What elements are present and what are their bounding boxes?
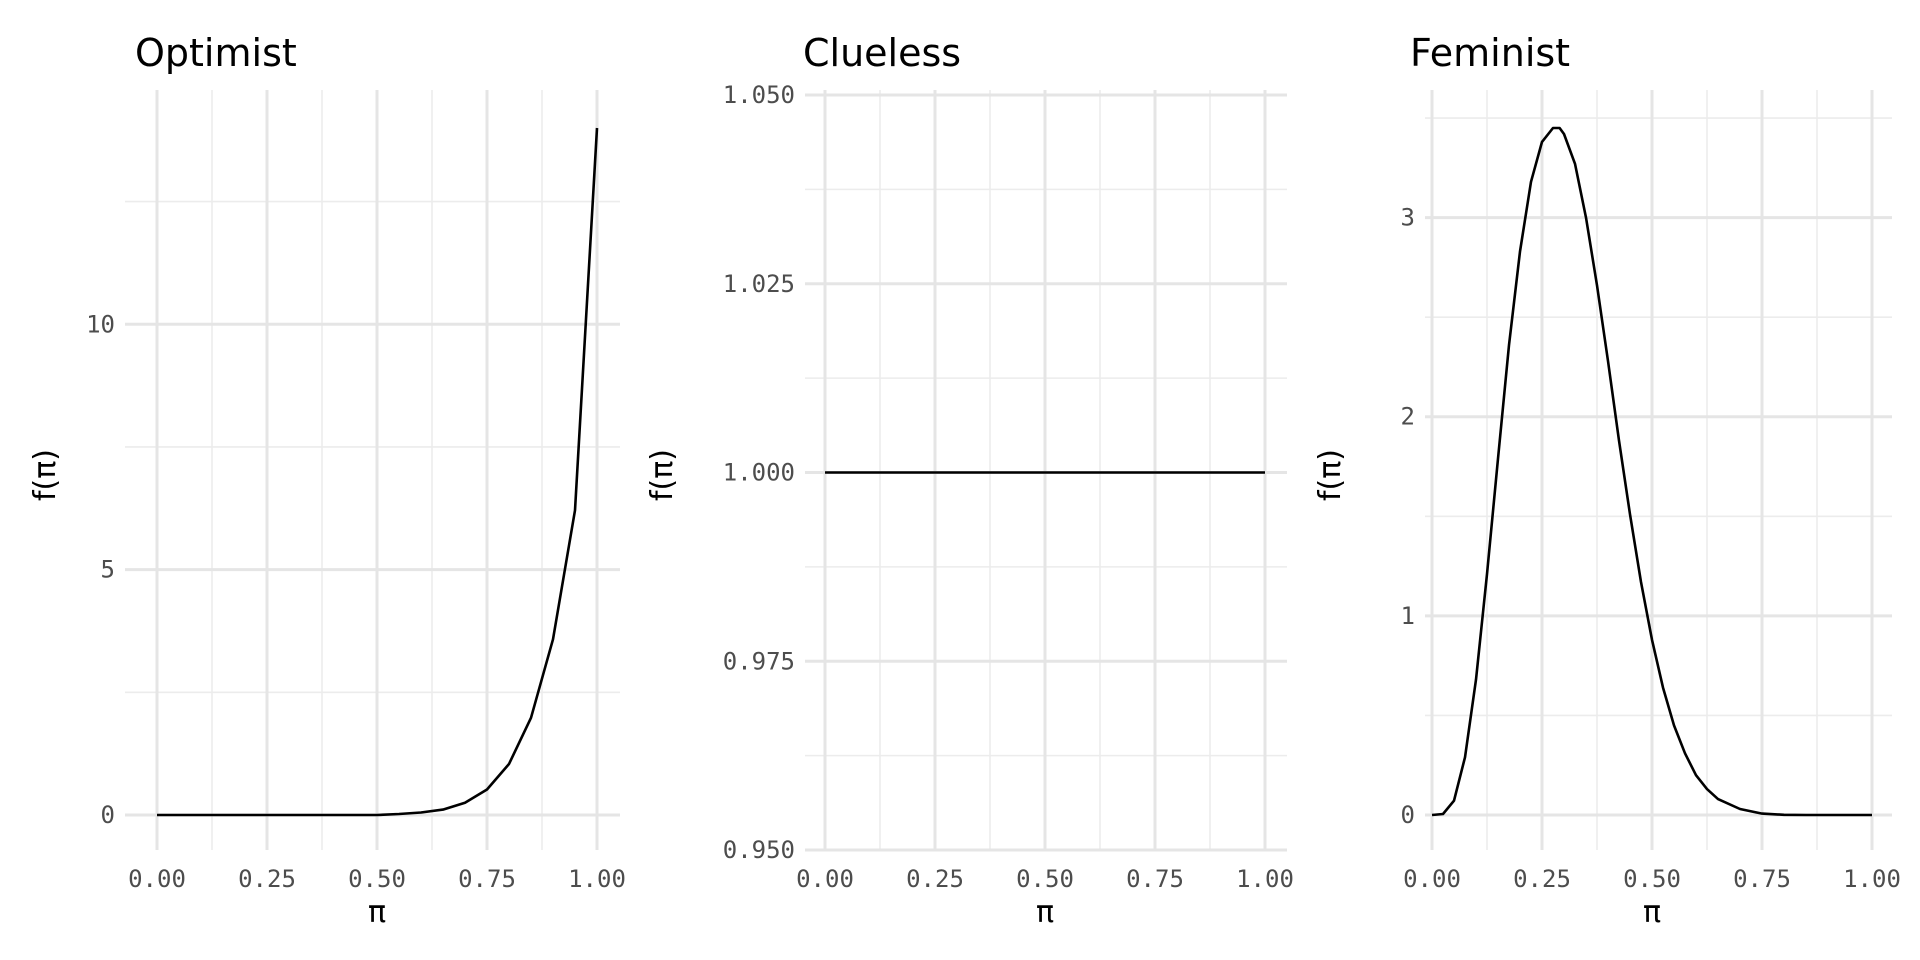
series-line xyxy=(157,127,599,817)
y-tick-label: 0 xyxy=(1401,801,1415,829)
y-tick-label: 0.950 xyxy=(723,836,795,864)
x-tick-label: 0.25 xyxy=(1513,865,1571,893)
y-tick-label: 0.975 xyxy=(723,647,795,675)
y-tick-label: 10 xyxy=(86,310,115,338)
x-axis-label: π xyxy=(1036,895,1054,930)
y-tick-label: 1.050 xyxy=(723,81,795,109)
x-tick-label: 0.75 xyxy=(1126,865,1184,893)
x-tick-label: 0.50 xyxy=(1016,865,1074,893)
x-tick-label: 1.00 xyxy=(1236,865,1294,893)
x-tick-label: 0.25 xyxy=(906,865,964,893)
y-axis-label: f(π) xyxy=(1313,449,1348,501)
x-tick-label: 0.75 xyxy=(458,865,516,893)
panel-2: 0.00 0.25 0.50 0.75 1.00 0.950 0.975 1.000 1.025… xyxy=(645,31,1294,930)
x-tick-label: 0.00 xyxy=(1403,865,1461,893)
x-tick-label: 1.00 xyxy=(568,865,626,893)
panel-1: 0.00 0.25 0.50 0.75 1.00 0 5 10 Optimist π f(π) xyxy=(28,31,626,930)
x-tick-label: 0.75 xyxy=(1733,865,1791,893)
y-axis-label: f(π) xyxy=(645,449,680,501)
x-tick-label: 0.00 xyxy=(128,865,186,893)
y-tick-label: 1.025 xyxy=(723,270,795,298)
panel-title: Optimist xyxy=(135,31,297,75)
series-line xyxy=(1431,126,1872,817)
panel-3: 0.00 0.25 0.50 0.75 1.00 0 1 2 3 Feminist π f(π) xyxy=(1313,31,1901,930)
y-tick-label: 3 xyxy=(1401,204,1415,232)
x-tick-label: 1.00 xyxy=(1843,865,1901,893)
x-tick-label: 0.25 xyxy=(238,865,296,893)
y-tick-label: 5 xyxy=(101,556,115,584)
x-axis-label: π xyxy=(1643,895,1661,930)
panel-title: Feminist xyxy=(1410,31,1570,75)
panel-title: Clueless xyxy=(803,31,961,75)
y-tick-label: 0 xyxy=(101,801,115,829)
x-tick-label: 0.50 xyxy=(348,865,406,893)
x-axis-label: π xyxy=(368,895,386,930)
x-tick-label: 0.50 xyxy=(1623,865,1681,893)
y-tick-label: 1.000 xyxy=(723,459,795,487)
y-tick-label: 1 xyxy=(1401,602,1415,630)
x-tick-label: 0.00 xyxy=(796,865,854,893)
y-tick-label: 2 xyxy=(1401,403,1415,431)
y-axis-label: f(π) xyxy=(28,449,63,501)
